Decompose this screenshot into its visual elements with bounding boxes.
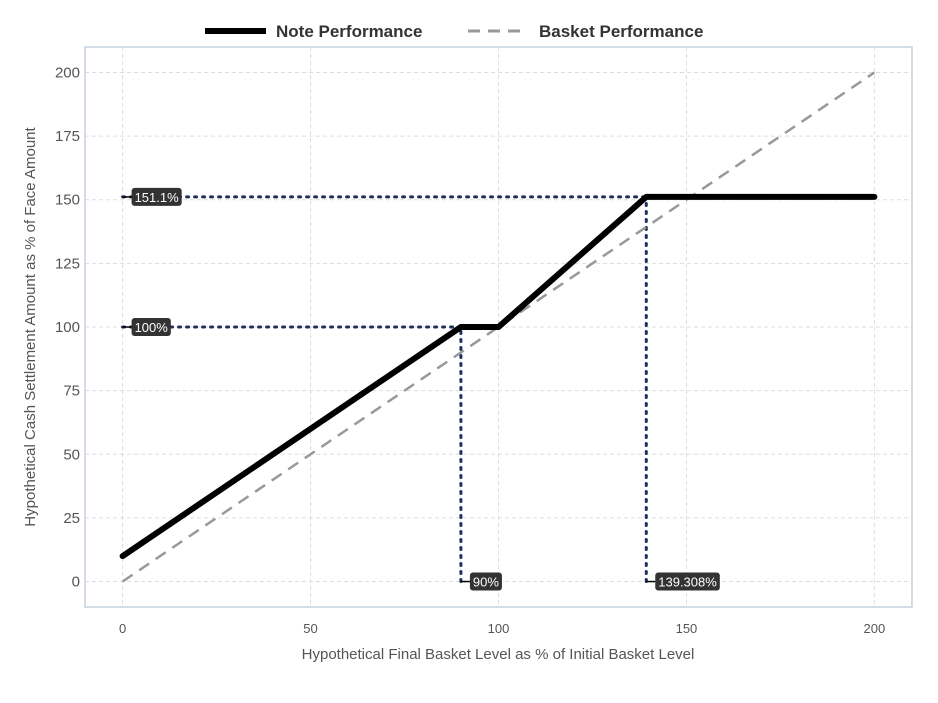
x-tick-label: 150 <box>676 621 698 636</box>
x-tick-label: 200 <box>864 621 886 636</box>
x-tick-label: 0 <box>119 621 126 636</box>
legend-label-basket: Basket Performance <box>539 22 703 41</box>
annotation-text: 90% <box>473 575 499 590</box>
plot-frame <box>84 46 913 608</box>
y-tick-label: 200 <box>55 64 80 81</box>
legend-label-note: Note Performance <box>276 22 422 41</box>
basket-performance-line <box>121 71 876 583</box>
annotation-text: 139.308% <box>658 575 717 590</box>
y-tick-label: 75 <box>63 383 80 400</box>
x-tick-labels: 0 50 100 150 200 <box>119 621 885 636</box>
y-tick-label: 100 <box>55 319 80 336</box>
annotation-label: 151.1% <box>122 187 182 206</box>
y-tick-label: 150 <box>55 192 80 209</box>
y-tick-label: 125 <box>55 255 80 272</box>
annotation-labels: 151.1% 100% 90% 139.308% <box>122 187 720 591</box>
annotation-label: 90% <box>460 572 502 591</box>
guide-lines <box>121 195 648 584</box>
x-tick-label: 100 <box>488 621 510 636</box>
y-tick-label: 25 <box>63 510 80 527</box>
y-tick-label: 50 <box>63 446 80 463</box>
annotation-label: 139.308% <box>646 572 720 591</box>
annotation-label: 100% <box>122 318 171 336</box>
x-tick-label: 50 <box>303 621 317 636</box>
series-lines <box>119 71 878 583</box>
annotation-text: 151.1% <box>135 190 180 205</box>
note-performance-line <box>119 193 878 560</box>
legend: Note Performance Basket Performance <box>205 22 703 41</box>
annotation-text: 100% <box>135 320 169 335</box>
x-axis-label: Hypothetical Final Basket Level as % of … <box>302 646 695 663</box>
y-tick-label: 0 <box>72 574 80 591</box>
y-axis-label: Hypothetical Cash Settlement Amount as %… <box>22 126 39 526</box>
y-tick-label: 175 <box>55 128 80 145</box>
y-tick-labels: 0 25 50 75 100 125 150 175 200 <box>55 64 80 590</box>
